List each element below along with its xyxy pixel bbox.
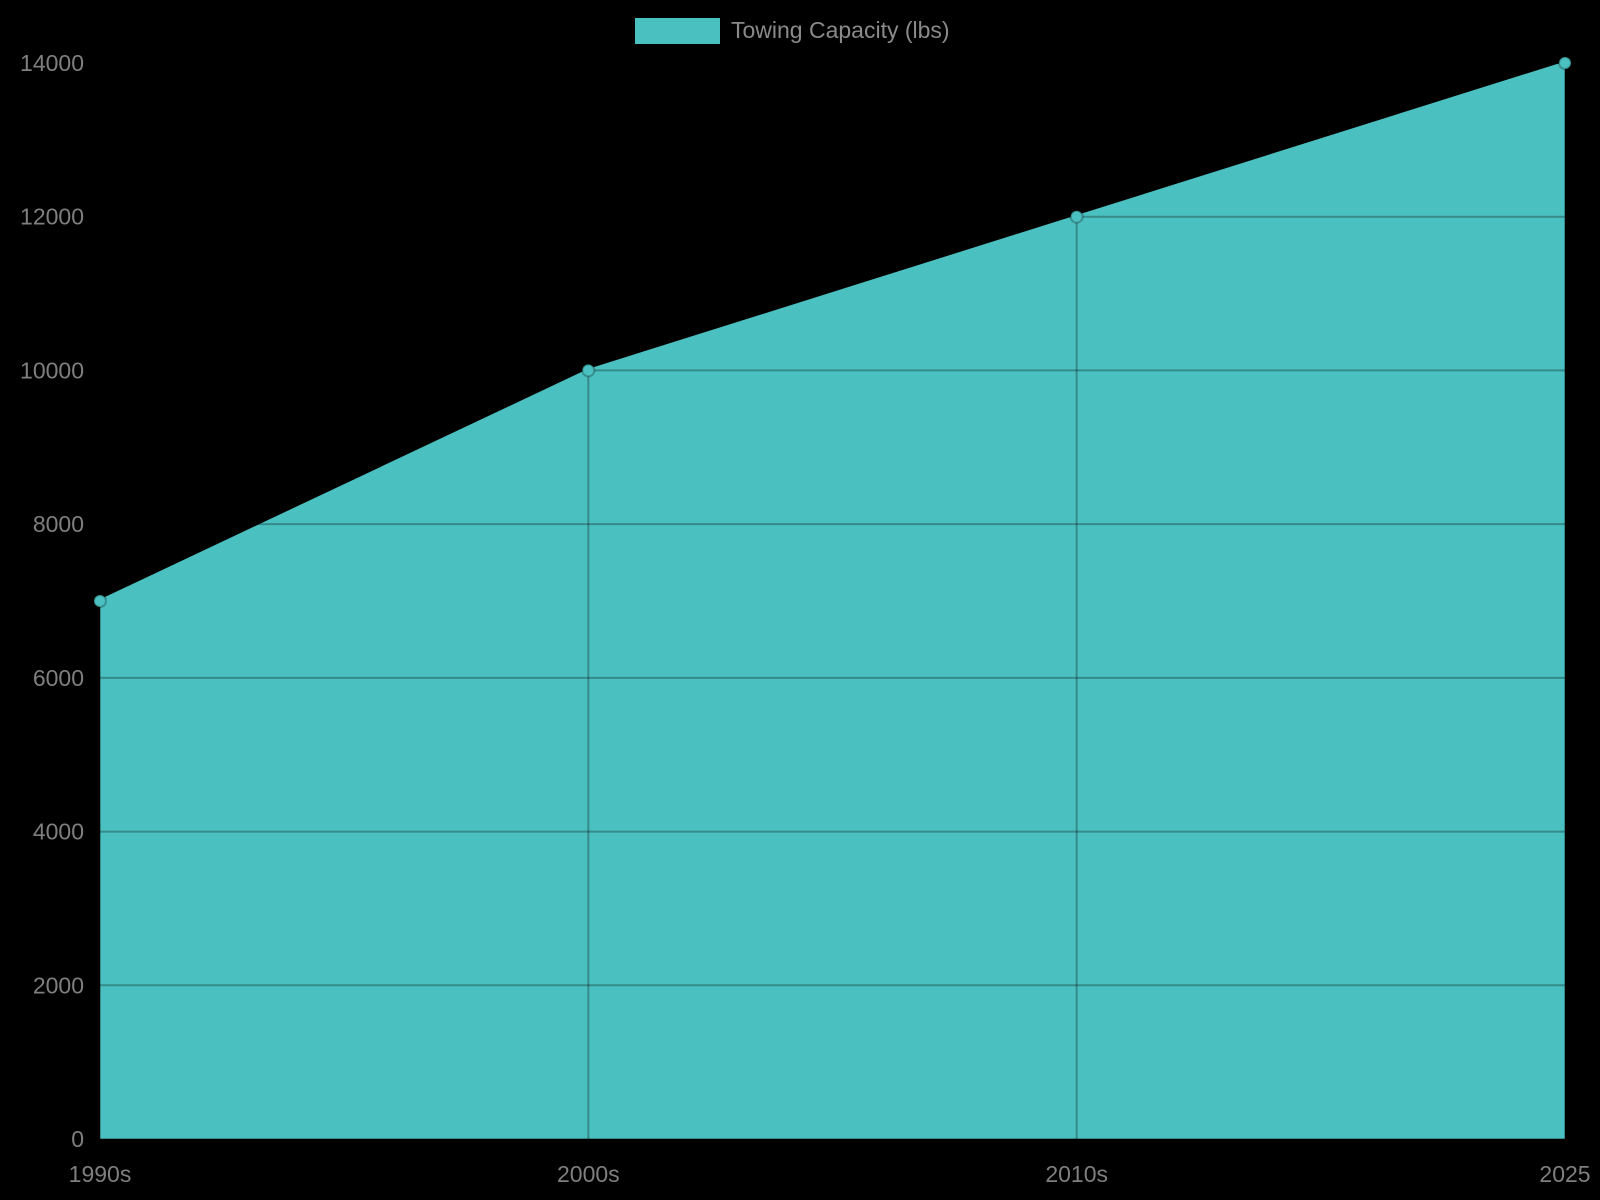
y-tick-label: 10000 (20, 357, 84, 383)
y-tick-label: 12000 (20, 204, 84, 230)
y-tick-label: 8000 (33, 511, 84, 537)
area-line (99, 61, 1566, 603)
area-fill (100, 63, 1565, 1139)
x-tick-label: 1990s (69, 1161, 132, 1187)
legend[interactable]: Towing Capacity (lbs) (635, 17, 950, 44)
y-tick-label: 6000 (33, 665, 84, 691)
y-tick-label: 14000 (20, 50, 84, 76)
legend-label: Towing Capacity (lbs) (731, 17, 950, 43)
y-tick-label: 2000 (33, 972, 84, 998)
data-point (581, 363, 596, 378)
x-tick-label: 2000s (557, 1161, 620, 1187)
y-tick-label: 0 (71, 1126, 84, 1152)
data-point (93, 594, 107, 608)
data-point (1069, 209, 1084, 224)
x-tick-label: 2010s (1045, 1161, 1108, 1187)
data-point (1558, 56, 1572, 70)
y-tick-label: 4000 (33, 819, 84, 845)
legend-swatch (635, 17, 720, 44)
x-tick-label: 2025 (1539, 1161, 1590, 1187)
